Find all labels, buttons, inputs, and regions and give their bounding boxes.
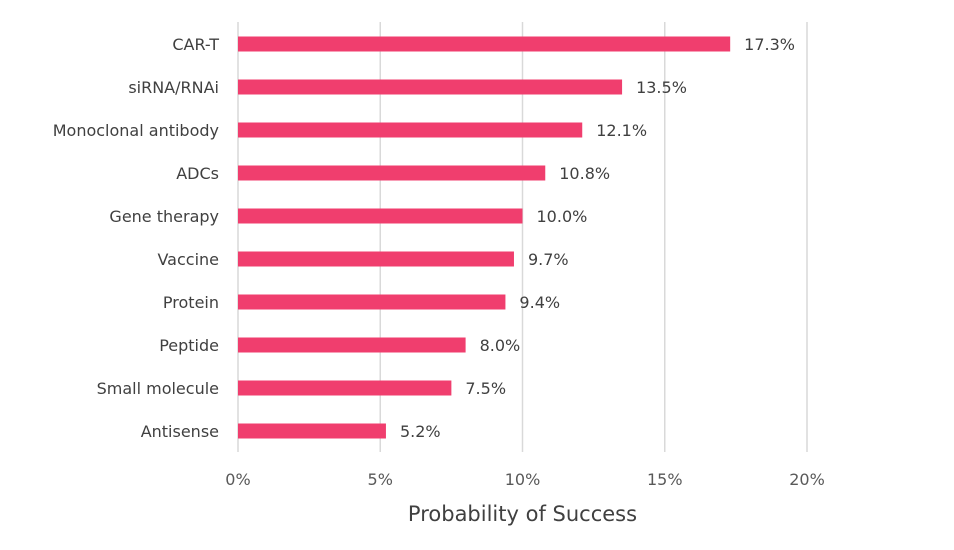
value-label: 10.8%	[559, 164, 610, 183]
x-tick-label: 10%	[505, 470, 541, 489]
x-axis-title: Probability of Success	[408, 502, 637, 526]
x-tick-label: 0%	[225, 470, 250, 489]
category-label: CAR-T	[172, 35, 219, 54]
category-label: Small molecule	[97, 379, 219, 398]
bar	[238, 380, 452, 396]
x-tick-label: 15%	[647, 470, 683, 489]
value-label: 5.2%	[400, 422, 441, 441]
value-label: 8.0%	[480, 336, 521, 355]
value-label: 17.3%	[744, 35, 795, 54]
bar	[238, 423, 386, 439]
category-label: Protein	[163, 293, 219, 312]
bars	[238, 36, 731, 439]
bar	[238, 165, 546, 181]
category-label: Vaccine	[157, 250, 219, 269]
x-tick-label: 20%	[789, 470, 825, 489]
value-label: 9.4%	[519, 293, 560, 312]
bar	[238, 251, 514, 267]
category-label: Gene therapy	[109, 207, 219, 226]
category-label: ADCs	[176, 164, 219, 183]
category-label: Monoclonal antibody	[53, 121, 219, 140]
category-label: siRNA/RNAi	[128, 78, 219, 97]
value-label: 12.1%	[596, 121, 647, 140]
bar	[238, 208, 523, 224]
value-label: 9.7%	[528, 250, 569, 269]
value-label: 13.5%	[636, 78, 687, 97]
value-label: 7.5%	[465, 379, 506, 398]
value-labels: 17.3% 13.5% 12.1% 10.8% 10.0% 9.7% 9.4% 8.0% 7.5…	[400, 35, 795, 441]
value-label: 10.0%	[537, 207, 588, 226]
bar	[238, 36, 731, 52]
bar	[238, 294, 506, 310]
bar	[238, 337, 466, 353]
x-tick-label: 5%	[368, 470, 393, 489]
bar	[238, 79, 623, 95]
category-label: Antisense	[141, 422, 219, 441]
category-labels: CAR-T siRNA/RNAi Monoclonal antibody ADCs Ge…	[53, 35, 219, 441]
category-label: Peptide	[159, 336, 219, 355]
x-tick-labels: 0% 5% 10% 15% 20%	[225, 470, 824, 489]
bar	[238, 122, 583, 138]
